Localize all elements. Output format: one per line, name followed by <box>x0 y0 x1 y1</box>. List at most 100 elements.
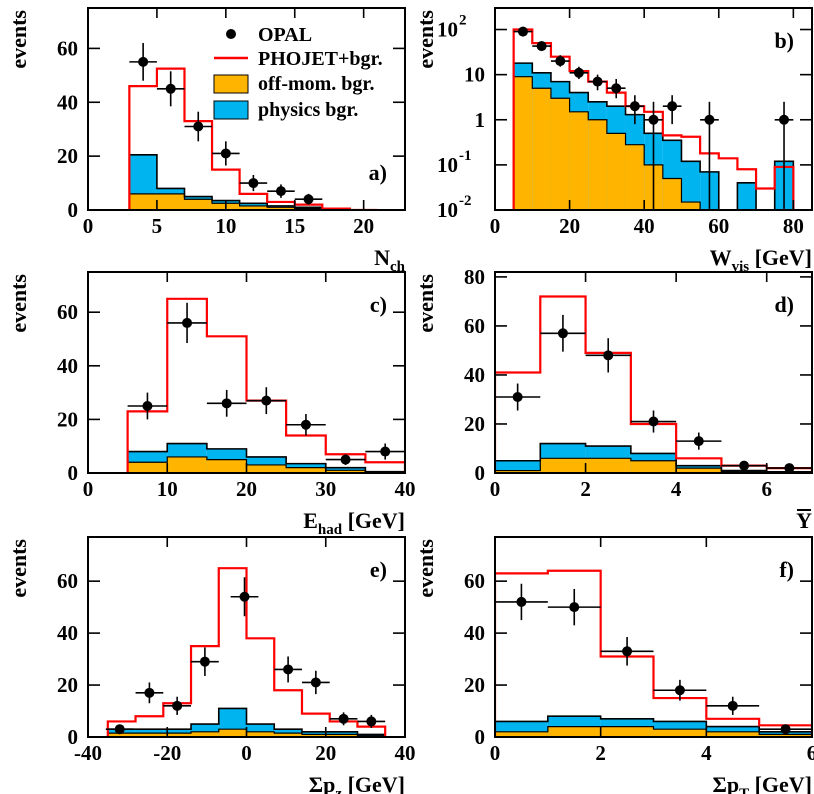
data-point <box>625 95 645 125</box>
data-point <box>774 101 794 210</box>
x-tick-label: 15 <box>284 214 305 238</box>
physics-bgr-outline <box>107 707 386 737</box>
data-marker <box>261 395 272 406</box>
data-point <box>365 443 405 460</box>
y-tick-base: 10 <box>437 18 458 42</box>
data-marker <box>536 41 547 52</box>
physics-bgr-bar <box>495 460 541 473</box>
offmom-bgr-bar <box>184 199 213 210</box>
y-tick-exponent: -2 <box>459 193 472 209</box>
data-point <box>495 383 541 411</box>
data-point <box>630 410 677 433</box>
data-point <box>676 432 722 450</box>
data-marker <box>648 416 659 427</box>
x-tick-label: 0 <box>490 214 501 238</box>
panel-label: b) <box>774 28 794 53</box>
data-point <box>163 696 192 715</box>
legend-data-label: OPAL <box>258 24 312 46</box>
x-axis-label: Y <box>796 508 812 533</box>
data-marker <box>283 664 294 675</box>
offmom-bgr-bar <box>127 462 168 473</box>
offmom-bgr-bar <box>239 205 268 210</box>
data-marker <box>220 148 231 159</box>
y-tick-base: 10 <box>437 153 458 177</box>
offmom-bgr-bar <box>495 731 548 737</box>
offmom-bgr-outline <box>513 76 794 210</box>
data-marker <box>622 646 633 657</box>
data-marker <box>573 67 584 78</box>
data-marker <box>144 687 155 698</box>
y-axis-label: events <box>6 539 31 598</box>
offmom-bgr-bar <box>550 98 570 210</box>
offmom-bgr-bar <box>325 470 366 473</box>
data-marker <box>172 700 183 711</box>
plot-frame <box>494 536 813 738</box>
data-marker <box>239 591 250 602</box>
mc-histogram <box>495 569 812 737</box>
x-axis-label-main: Σp <box>309 772 336 794</box>
offmom-bgr-bar <box>129 193 157 210</box>
x-tick-label: 40 <box>634 214 655 238</box>
x-axis-label-subscript: had <box>318 522 343 538</box>
data-point <box>267 184 295 198</box>
offmom-bgr-bar <box>600 726 654 737</box>
data-point <box>239 174 268 192</box>
legend-physics-swatch <box>213 100 249 120</box>
x-axis-label-unit: [GeV] <box>749 245 812 270</box>
data-point <box>644 101 663 210</box>
data-point <box>274 656 302 683</box>
data-point <box>230 577 259 617</box>
y-tick-label: 20 <box>57 144 78 168</box>
data-point <box>329 712 358 726</box>
data-point <box>721 460 767 471</box>
data-marker <box>303 194 314 205</box>
y-tick-label: 20 <box>57 407 78 431</box>
x-axis-label-main: Y <box>796 508 812 533</box>
x-tick-label: 6 <box>761 477 772 501</box>
offmom-bgr-outline <box>127 456 405 473</box>
data-point <box>759 724 812 735</box>
x-tick-label: 5 <box>152 214 163 238</box>
y-tick-base: 1 <box>475 108 486 132</box>
data-point <box>184 111 213 142</box>
data-marker <box>648 114 659 125</box>
data-marker <box>248 178 259 189</box>
x-tick-label: 6 <box>807 741 814 765</box>
offmom-bgr-bar <box>706 731 760 737</box>
offmom-bgr-bar <box>267 207 295 210</box>
y-tick-label: 1 <box>475 108 486 132</box>
offmom-bgr-bar <box>156 193 185 210</box>
offmom-bgr-bar <box>759 734 812 737</box>
data-point <box>127 392 168 420</box>
panel-label: c) <box>370 292 387 317</box>
data-marker <box>779 114 790 125</box>
data-point <box>301 670 330 695</box>
y-tick-label: 0 <box>68 461 79 485</box>
x-axis-label: Ehad [GeV] <box>303 508 405 538</box>
x-axis-label: Wvis [GeV] <box>710 245 812 275</box>
offmom-bgr-outline <box>495 726 812 737</box>
panel-e: -40 -20 0 20 40 0 20 40 60 events Σpz [GeV] e) <box>6 536 416 794</box>
data-point <box>513 26 533 37</box>
offmom-bgr-bar <box>569 111 589 210</box>
physics-bgr-bar <box>737 182 757 210</box>
x-tick-label: -40 <box>74 741 102 765</box>
physics-bgr-bar <box>681 161 701 210</box>
offmom-bgr-bar <box>167 456 207 473</box>
data-point <box>662 95 682 125</box>
x-tick-label: 40 <box>395 741 416 765</box>
x-tick-label: 2 <box>595 741 606 765</box>
x-tick-label: 40 <box>395 477 416 501</box>
panel-label: a) <box>369 160 387 185</box>
x-axis-label: ΣpT [GeV] <box>712 772 812 794</box>
plot-frame <box>87 7 406 211</box>
data-point <box>495 583 548 621</box>
legend-mc-label: PHOJET+bgr. <box>258 48 383 70</box>
offmom-bgr-bar <box>107 733 136 737</box>
x-tick-label: 20 <box>559 214 580 238</box>
data-marker <box>780 724 791 735</box>
offmom-bgr-bar <box>653 729 707 737</box>
